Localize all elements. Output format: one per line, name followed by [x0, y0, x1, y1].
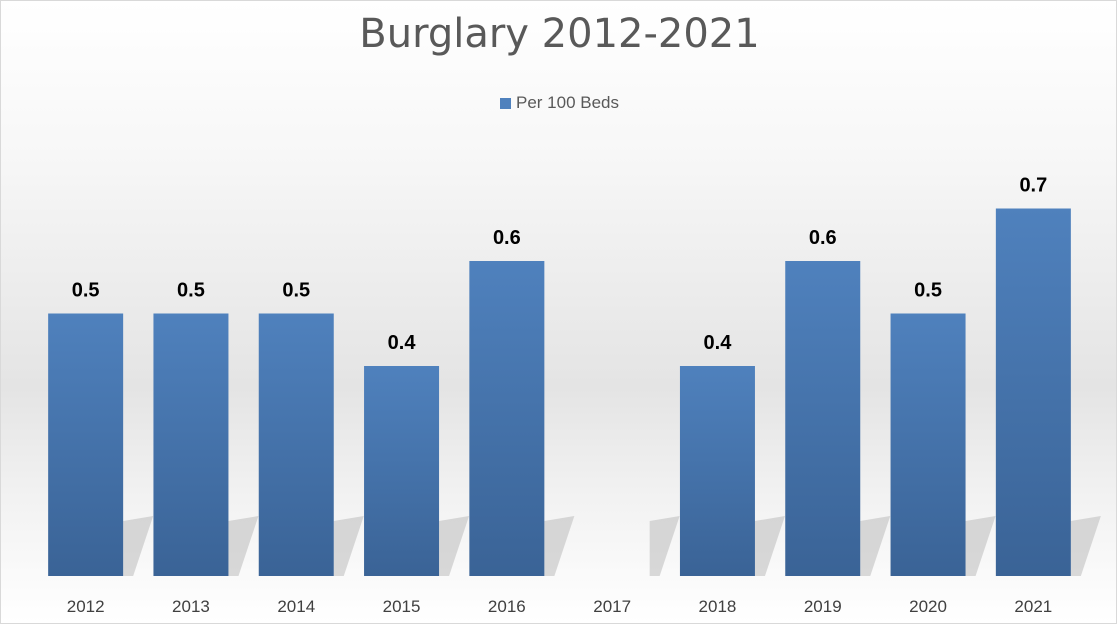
bar [890, 313, 966, 576]
legend: Per 100 Beds [1, 93, 1117, 113]
bar-shadow [860, 516, 891, 576]
x-tick-label: 2014 [277, 597, 315, 616]
x-tick-label: 2015 [383, 597, 421, 616]
bar [995, 208, 1071, 576]
bar [48, 313, 124, 576]
bar-shadow [439, 516, 470, 576]
bar-value-label: 0.6 [809, 227, 837, 249]
bar-shadows [123, 516, 1101, 576]
bar-value-label: 0.5 [282, 280, 310, 302]
bar [153, 313, 229, 576]
x-tick-label: 2019 [804, 597, 842, 616]
bar [258, 313, 334, 576]
bar-value-label: 0.4 [704, 332, 733, 354]
x-tick-label: 2013 [172, 597, 210, 616]
chart-title: Burglary 2012-2021 [359, 11, 760, 57]
x-tick-label: 2020 [909, 597, 947, 616]
bar [469, 261, 545, 576]
bar [364, 366, 440, 576]
bar-shadow [544, 516, 575, 576]
bars [48, 208, 1071, 576]
x-tick-label: 2012 [67, 597, 105, 616]
bar-shadow [333, 516, 364, 576]
bar-shadow [754, 516, 785, 576]
bar [679, 366, 755, 576]
legend-label: Per 100 Beds [515, 93, 619, 112]
x-tick-labels: 2012 2013 2014 2015 2016 2017 2018 2019 2020 2021 [67, 597, 1053, 616]
bar-shadow [965, 516, 996, 576]
x-tick-label: 2016 [488, 597, 526, 616]
bar-value-label: 0.5 [914, 280, 942, 302]
bar [785, 261, 861, 576]
legend-swatch [499, 97, 511, 109]
bar-value-label: 0.7 [1019, 175, 1047, 197]
bar-value-label: 0.5 [72, 280, 100, 302]
bar-shadow [228, 516, 259, 576]
x-tick-label: 2017 [593, 597, 631, 616]
value-labels: 0.5 0.5 0.5 0.4 0.6 0.4 0.6 0.5 0.7 [72, 175, 1048, 355]
bar-value-label: 0.4 [388, 332, 417, 354]
bar-shadow [123, 516, 154, 576]
bar-shadow [1070, 516, 1101, 576]
bar-value-label: 0.5 [177, 280, 205, 302]
bar-shadow [649, 516, 680, 576]
x-tick-label: 2021 [1014, 597, 1052, 616]
x-tick-label: 2018 [699, 597, 737, 616]
bar-value-label: 0.6 [493, 227, 521, 249]
